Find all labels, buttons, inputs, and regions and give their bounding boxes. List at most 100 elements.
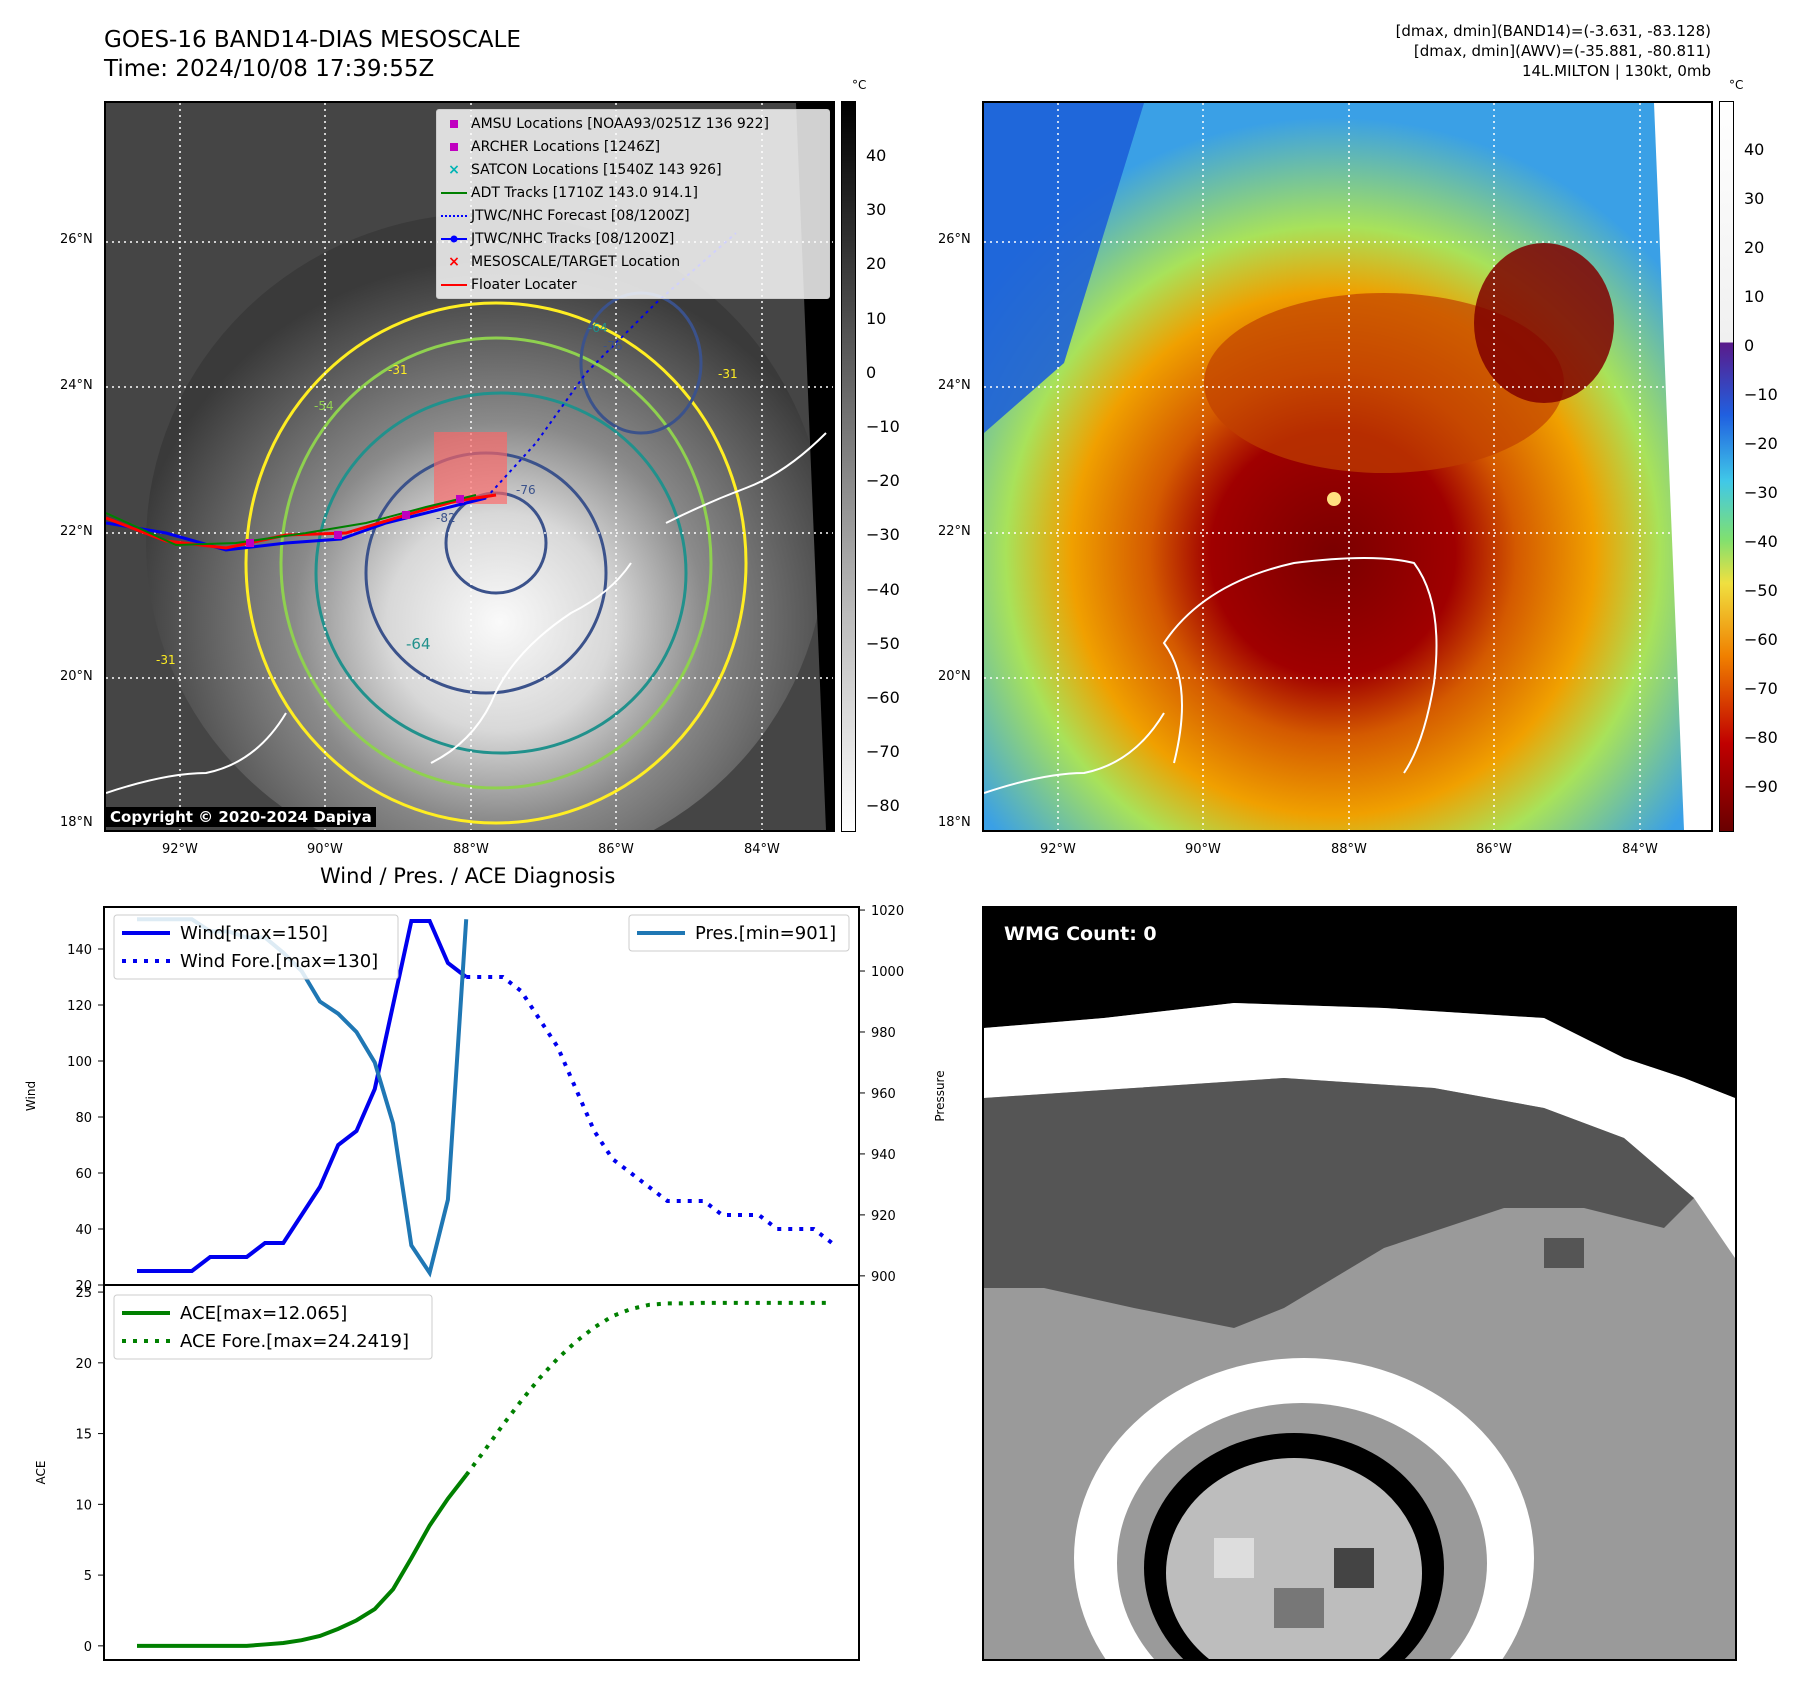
blue-line-dot-icon xyxy=(437,235,471,243)
ir-color-map-image xyxy=(984,103,1711,830)
pressure-tick-label: 1020 xyxy=(871,904,904,919)
legend-label: ACE Fore.[max=24.2419] xyxy=(180,1331,409,1352)
magenta-square-icon xyxy=(437,142,471,151)
lat-label: 20°N xyxy=(60,669,93,684)
legend-label: MESOSCALE/TARGET Location xyxy=(471,253,681,270)
wind-tick-label: 140 xyxy=(67,943,92,958)
wind-legend xyxy=(113,914,399,980)
legend-label: AMSU Locations [NOAA93/0251Z 136 922] xyxy=(471,115,770,132)
colorbar-tick-label: −40 xyxy=(866,579,900,599)
lat-label: 20°N xyxy=(938,669,971,684)
wind-tick-label: 60 xyxy=(75,1167,92,1182)
colorbar-tick-label: 0 xyxy=(1744,336,1755,355)
legend-item-forecast: JTWC/NHC Forecast [08/1200Z] xyxy=(437,204,829,227)
legend-label: Wind[max=150] xyxy=(180,923,328,944)
legend-item-amsu: AMSU Locations [NOAA93/0251Z 136 922] xyxy=(437,112,829,135)
blue-dotted-line-icon xyxy=(437,214,471,217)
wind-tick-label: 80 xyxy=(75,1111,92,1126)
legend-item-tracks: JTWC/NHC Tracks [08/1200Z] xyxy=(437,227,829,250)
colorbar-tick-label: −80 xyxy=(1744,728,1778,747)
lon-label: 88°W xyxy=(1331,842,1367,857)
colorbar-tick-label: −30 xyxy=(1744,483,1778,502)
ace-axis-label: ACE xyxy=(34,1461,48,1485)
legend-item-archer: ARCHER Locations [1246Z] xyxy=(437,135,829,158)
figure-time: Time: 2024/10/08 17:39:55Z xyxy=(104,56,435,82)
lon-label: 90°W xyxy=(307,842,343,857)
pressure-axis-label: Pressure xyxy=(933,1070,947,1121)
ace-tick-label: 15 xyxy=(75,1428,92,1443)
colorbar-unit: °C xyxy=(1729,78,1744,92)
colorbar-tick-label: −10 xyxy=(1744,385,1778,404)
cyan-x-icon: × xyxy=(448,161,460,178)
colorbar-unit: °C xyxy=(852,78,867,92)
copyright-label: Copyright © 2020-2024 Dapiya xyxy=(106,807,376,827)
lon-label: 88°W xyxy=(453,842,489,857)
colorbar-tick-label: 30 xyxy=(866,200,887,220)
legend-label: ADT Tracks [1710Z 143.0 914.1] xyxy=(471,184,698,201)
pressure-tick-label: 1000 xyxy=(871,965,904,980)
contour-label: -64 xyxy=(406,635,431,653)
data-range-band14: [dmax, dmin](BAND14)=(-3.631, -83.128) xyxy=(1395,22,1711,40)
contour-label: -64 xyxy=(588,321,608,335)
storm-info: 14L.MILTON | 130kt, 0mb xyxy=(1521,62,1711,80)
contour-label: -76 xyxy=(516,483,536,497)
pressure-tick-label: 920 xyxy=(871,1209,896,1224)
colorbar-tick-label: −70 xyxy=(866,742,900,762)
ace-tick-label: 0 xyxy=(84,1640,92,1655)
ir-color-map xyxy=(982,101,1713,832)
colorbar-tick-label: −20 xyxy=(866,471,900,491)
magenta-square-icon xyxy=(437,119,471,128)
contour-label: -31 xyxy=(388,363,408,377)
wind-forecast-series-line xyxy=(466,975,834,1245)
colorbar-tick-label: 20 xyxy=(866,254,887,274)
pressure-tick-label: 980 xyxy=(871,1026,896,1041)
colorbar-tick-label: 30 xyxy=(1744,189,1765,208)
pressure-tick-label: 940 xyxy=(871,1148,896,1163)
ace-tick-label: 20 xyxy=(75,1357,92,1372)
legend-item-satcon: × SATCON Locations [1540Z 143 926] xyxy=(437,158,829,181)
legend-label: ARCHER Locations [1246Z] xyxy=(471,138,661,155)
colorbar-tick-label: −10 xyxy=(866,417,900,436)
color-colorbar xyxy=(1719,101,1734,832)
colorbar-tick-label: −80 xyxy=(866,796,900,816)
wmg-image xyxy=(984,908,1735,1659)
ir-gray-map: AMSU Locations [NOAA93/0251Z 136 922] AR… xyxy=(104,101,835,832)
wmg-count-badge: WMG Count: 0 xyxy=(996,920,1165,948)
pressure-tick-label: 900 xyxy=(871,1270,896,1285)
contour-label: -31 xyxy=(156,653,176,667)
gray-colorbar xyxy=(841,101,856,832)
lon-label: 86°W xyxy=(598,842,634,857)
colorbar-tick-label: −50 xyxy=(866,633,900,653)
legend-label: SATCON Locations [1540Z 143 926] xyxy=(471,161,722,178)
red-line-icon xyxy=(437,283,471,286)
figure-title: GOES-16 BAND14-DIAS MESOSCALE xyxy=(104,27,521,53)
contour-label: -31 xyxy=(718,367,738,381)
data-range-awv: [dmax, dmin](AWV)=(-35.881, -80.811) xyxy=(1413,42,1711,60)
ace-tick-label: 5 xyxy=(84,1569,92,1584)
legend-label: JTWC/NHC Forecast [08/1200Z] xyxy=(471,207,690,224)
contour-label: -82 xyxy=(436,511,456,525)
ace-legend xyxy=(113,1294,433,1360)
ace-tick-label: 10 xyxy=(75,1498,92,1513)
lon-label: 86°W xyxy=(1476,842,1512,857)
lat-label: 26°N xyxy=(938,232,971,247)
green-line-icon xyxy=(437,191,471,194)
legend-label: Pres.[min=901] xyxy=(695,923,836,944)
red-x-icon: × xyxy=(448,253,460,270)
contour-label: -76 xyxy=(603,339,623,353)
colorbar-tick-label: 10 xyxy=(866,308,887,328)
lon-label: 90°W xyxy=(1185,842,1221,857)
lat-label: 22°N xyxy=(60,524,93,539)
wind-axis-label: Wind xyxy=(24,1081,38,1111)
colorbar-tick-label: 40 xyxy=(1744,140,1765,159)
chart-frame xyxy=(103,906,860,1661)
legend-label: Floater Locater xyxy=(471,276,577,293)
chart-title: Wind / Pres. / ACE Diagnosis xyxy=(320,864,616,888)
wind-tick-label: 100 xyxy=(67,1055,92,1070)
lat-label: 24°N xyxy=(60,378,93,393)
colorbar-tick-label: 20 xyxy=(1744,238,1765,257)
colorbar-tick-label: 0 xyxy=(866,362,877,382)
lon-label: 84°W xyxy=(1622,842,1658,857)
lon-label: 84°W xyxy=(744,842,780,857)
wind-tick-label: 120 xyxy=(67,999,92,1014)
